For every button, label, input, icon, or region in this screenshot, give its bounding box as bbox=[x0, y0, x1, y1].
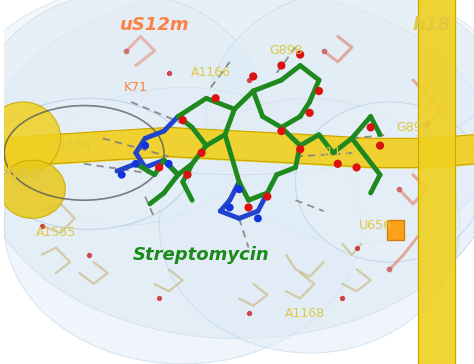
Point bbox=[226, 205, 234, 210]
Ellipse shape bbox=[0, 0, 474, 175]
Point bbox=[423, 121, 431, 127]
Point bbox=[339, 296, 346, 301]
Point bbox=[165, 70, 173, 76]
Ellipse shape bbox=[0, 0, 263, 226]
Point bbox=[245, 310, 252, 316]
Point bbox=[353, 165, 360, 170]
Text: uS12m: uS12m bbox=[120, 16, 190, 35]
Point bbox=[296, 146, 304, 152]
Point bbox=[395, 186, 402, 192]
Text: C1556: C1556 bbox=[50, 139, 90, 152]
Text: h18: h18 bbox=[413, 16, 451, 35]
Point bbox=[212, 95, 219, 101]
Text: A1555: A1555 bbox=[36, 226, 76, 240]
Ellipse shape bbox=[4, 87, 361, 364]
Text: G898: G898 bbox=[269, 44, 303, 58]
Point bbox=[376, 143, 384, 149]
Point bbox=[254, 215, 262, 221]
Point bbox=[155, 165, 163, 170]
Point bbox=[367, 124, 374, 130]
Text: G899: G899 bbox=[396, 121, 430, 134]
Bar bbox=[387, 220, 403, 240]
Point bbox=[165, 161, 173, 167]
Point bbox=[179, 117, 187, 123]
Point bbox=[141, 143, 149, 149]
Text: A1168: A1168 bbox=[285, 306, 325, 320]
Text: A1167: A1167 bbox=[318, 146, 358, 159]
Point bbox=[123, 48, 130, 54]
Ellipse shape bbox=[0, 98, 192, 229]
Point bbox=[132, 161, 139, 167]
Point bbox=[320, 48, 328, 54]
Point bbox=[249, 74, 257, 79]
Ellipse shape bbox=[206, 0, 474, 244]
Point bbox=[38, 223, 46, 229]
Text: K71: K71 bbox=[124, 81, 148, 94]
Point bbox=[386, 266, 393, 272]
Ellipse shape bbox=[0, 102, 61, 175]
Point bbox=[264, 194, 271, 199]
Ellipse shape bbox=[0, 160, 65, 218]
Point bbox=[245, 205, 252, 210]
Point bbox=[315, 88, 323, 94]
Point bbox=[198, 150, 205, 156]
Point bbox=[245, 77, 252, 83]
Point bbox=[334, 161, 342, 167]
Point bbox=[353, 245, 360, 250]
Point bbox=[306, 110, 313, 116]
Ellipse shape bbox=[0, 0, 474, 339]
Ellipse shape bbox=[295, 102, 474, 262]
Point bbox=[118, 172, 126, 178]
Ellipse shape bbox=[159, 98, 460, 353]
Point bbox=[278, 63, 285, 68]
Point bbox=[183, 172, 191, 178]
Point bbox=[38, 161, 46, 167]
Point bbox=[296, 52, 304, 58]
Point bbox=[235, 186, 243, 192]
Text: A1166: A1166 bbox=[191, 66, 231, 79]
Text: U656: U656 bbox=[359, 219, 392, 232]
Text: Streptomycin: Streptomycin bbox=[133, 246, 270, 264]
Point bbox=[85, 252, 92, 258]
Text: h44: h44 bbox=[4, 166, 42, 184]
Point bbox=[278, 128, 285, 134]
Point bbox=[155, 296, 163, 301]
